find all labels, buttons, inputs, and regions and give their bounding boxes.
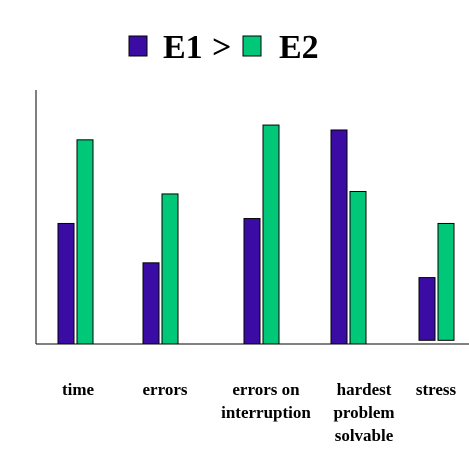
legend: E1 > E2 [128, 29, 319, 66]
category-label-4: stress [416, 380, 457, 399]
bar-e2-1 [161, 193, 179, 345]
legend-swatch-e2 [242, 35, 262, 57]
bar-e1-1 [142, 262, 160, 345]
category-label-3-line-2: solvable [335, 426, 394, 445]
bar-e2-3 [349, 190, 367, 345]
bar-e2-0 [76, 139, 94, 345]
axes [35, 90, 469, 345]
legend-label-e1: E1 [163, 29, 203, 66]
bar-e1-2 [243, 218, 261, 345]
bar-e1-3 [330, 129, 348, 345]
category-label-0: time [62, 380, 95, 399]
category-label-2-line-1: interruption [221, 403, 311, 422]
legend-swatch-e1 [128, 35, 148, 57]
bar-e2-2 [262, 124, 280, 345]
bars-layer [57, 124, 455, 345]
category-labels: time errors errors on interruption hardest pr… [62, 380, 457, 445]
legend-separator: > [212, 29, 231, 66]
bar-e1-4 [418, 277, 436, 341]
bar-e1-0 [57, 222, 75, 345]
category-label-2-line-0: errors on [232, 380, 300, 399]
bar-e2-4 [437, 222, 455, 341]
category-label-3-line-1: problem [333, 403, 394, 422]
category-label-3-line-0: hardest [337, 380, 392, 399]
legend-label-e2: E2 [279, 29, 319, 66]
category-label-1: errors [143, 380, 188, 399]
